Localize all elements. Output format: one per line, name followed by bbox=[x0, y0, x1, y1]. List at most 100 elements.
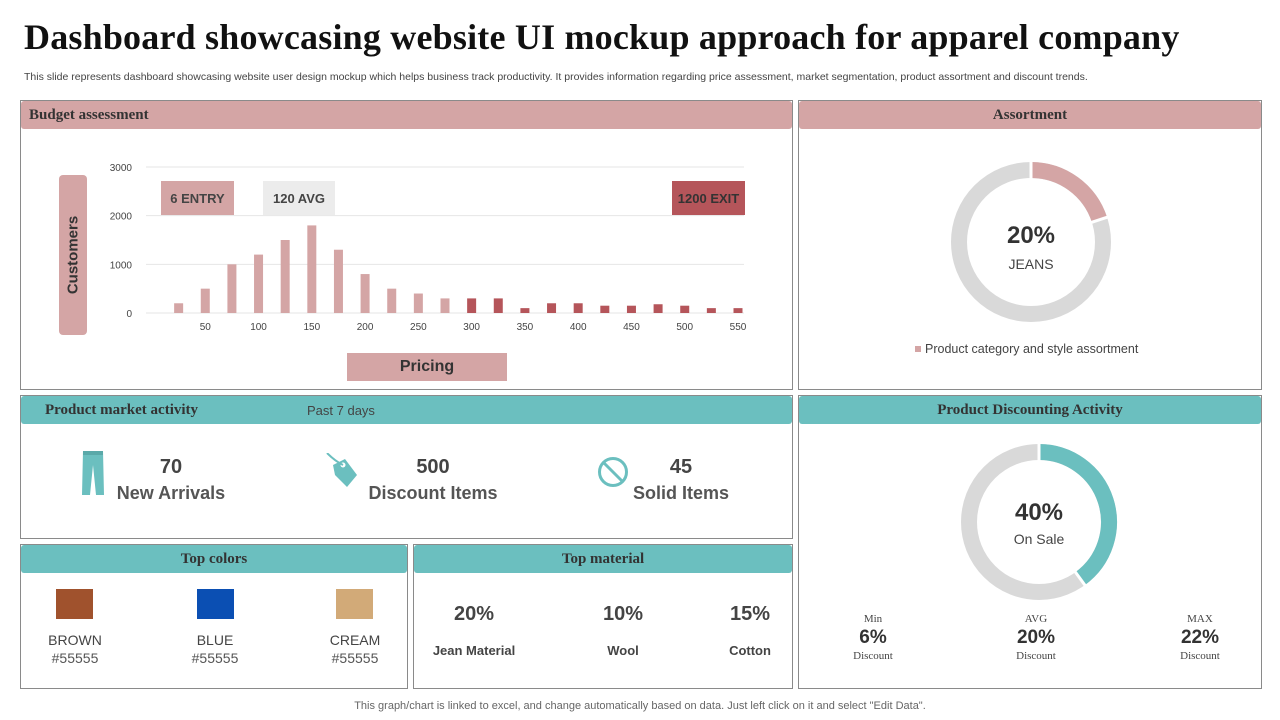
budget-header: Budget assessment bbox=[21, 101, 792, 129]
top-material-header: Top material bbox=[414, 545, 792, 573]
chart-bar bbox=[733, 308, 743, 313]
chart-bar bbox=[520, 308, 530, 313]
x-tick-label: 500 bbox=[676, 322, 693, 333]
color-swatch-brown bbox=[56, 589, 93, 619]
discount-max-value: 22% bbox=[1180, 627, 1220, 648]
jeans-icon bbox=[81, 451, 105, 500]
discount-avg: AVG 20% Discount bbox=[996, 613, 1076, 662]
assortment-donut-chart bbox=[951, 161, 1111, 322]
chart-xlabel: Pricing bbox=[347, 353, 507, 381]
stat-discount-items: 500 Discount Items bbox=[353, 456, 513, 504]
x-tick-label: 300 bbox=[463, 322, 480, 333]
color-name-blue: BLUE bbox=[196, 632, 234, 648]
chart-bar bbox=[440, 298, 450, 313]
discounting-header: Product Discounting Activity bbox=[799, 396, 1261, 424]
chart-bar bbox=[653, 304, 663, 313]
y-tick-label: 0 bbox=[126, 309, 132, 320]
material-percent-jean: 20% bbox=[453, 603, 495, 625]
price-tag-icon bbox=[325, 452, 359, 494]
avg-tag: 120 AVG bbox=[263, 181, 335, 215]
donut-arc bbox=[1038, 444, 1117, 586]
market-title: Product market activity bbox=[45, 401, 199, 418]
chart-bar bbox=[573, 303, 583, 313]
chart-bar bbox=[200, 288, 210, 313]
chart-bar bbox=[227, 264, 237, 313]
stat-label: New Arrivals bbox=[116, 483, 226, 503]
donut-gap-end bbox=[1073, 570, 1087, 587]
budget-panel: Budget assessment Customers Pricing 6 EN… bbox=[20, 100, 793, 390]
x-tick-label: 150 bbox=[303, 322, 320, 333]
stat-label: Discount Items bbox=[368, 483, 498, 503]
top-colors-header: Top colors bbox=[21, 545, 407, 573]
x-tick-label: 50 bbox=[200, 322, 212, 333]
discount-avg-sub: Discount bbox=[1016, 650, 1056, 662]
budget-bar-chart: 0 1000 2000 3000 50 100 150 200 250 300 350 400 450 5… bbox=[110, 163, 747, 333]
x-tick-label: 200 bbox=[357, 322, 374, 333]
color-code-brown: #55555 bbox=[51, 650, 99, 666]
legend-swatch bbox=[915, 346, 921, 352]
stat-solid-items: 45 Solid Items bbox=[621, 456, 741, 504]
chart-bar bbox=[493, 298, 503, 313]
stat-value: 500 bbox=[416, 456, 450, 478]
x-tick-label: 350 bbox=[517, 322, 534, 333]
material-percent-wool: 10% bbox=[602, 603, 644, 625]
discount-min-sub: Discount bbox=[853, 650, 893, 662]
donut-arc bbox=[1030, 162, 1108, 223]
discounting-center: 40% On Sale bbox=[989, 499, 1089, 547]
y-tick-label: 1000 bbox=[110, 260, 133, 271]
assortment-panel: Assortment 20% JEANS Product category an… bbox=[798, 100, 1262, 390]
chart-bar bbox=[174, 303, 184, 313]
exit-tag: 1200 EXIT bbox=[672, 181, 745, 215]
discounting-panel: Product Discounting Activity 40% On Sale… bbox=[798, 395, 1262, 689]
discount-max-sub: Discount bbox=[1180, 650, 1220, 662]
no-sign-icon bbox=[597, 456, 629, 493]
period-label: Past 7 days bbox=[307, 402, 375, 418]
chart-bar bbox=[333, 249, 343, 313]
discount-avg-head: AVG bbox=[1024, 613, 1048, 625]
color-swatch-cream bbox=[336, 589, 373, 619]
discount-max-head: MAX bbox=[1187, 613, 1213, 625]
assortment-legend: Product category and style assortment bbox=[915, 342, 1138, 356]
donut-gap-end bbox=[1090, 215, 1109, 224]
discount-avg-value: 20% bbox=[1016, 627, 1056, 648]
stat-value: 70 bbox=[159, 456, 183, 478]
material-label-cotton: Cotton bbox=[729, 643, 771, 658]
market-panel: Product market activity Past 7 days 70 N… bbox=[20, 395, 793, 539]
market-header: Product market activity bbox=[21, 396, 792, 424]
chart-bar bbox=[254, 254, 264, 313]
chart-bar bbox=[387, 288, 397, 313]
color-name-brown: BROWN bbox=[48, 632, 102, 648]
assortment-center: 20% JEANS bbox=[981, 222, 1081, 272]
chart-bar bbox=[547, 303, 557, 313]
chart-bar bbox=[680, 305, 690, 313]
stat-label: Solid Items bbox=[632, 483, 730, 503]
x-tick-label: 550 bbox=[730, 322, 747, 333]
x-tick-label: 400 bbox=[570, 322, 587, 333]
footer-note: This graph/chart is linked to excel, and… bbox=[354, 700, 926, 712]
color-code-blue: #55555 bbox=[191, 650, 239, 666]
material-label-wool: Wool bbox=[607, 643, 639, 658]
legend-label: Product category and style assortment bbox=[925, 342, 1139, 356]
x-tick-label: 450 bbox=[623, 322, 640, 333]
chart-bar bbox=[280, 240, 290, 313]
discount-min-head: Min bbox=[863, 613, 883, 625]
material-percent-cotton: 15% bbox=[729, 603, 771, 625]
stat-new-arrivals: 70 New Arrivals bbox=[111, 456, 231, 504]
chart-bar bbox=[467, 298, 477, 313]
chart-bar bbox=[600, 305, 610, 313]
top-colors-panel: Top colors BROWN #55555 BLUE #55555 CREA… bbox=[20, 544, 408, 689]
material-label-jean: Jean Material bbox=[432, 643, 516, 658]
chart-bar bbox=[626, 305, 636, 313]
y-tick-label: 2000 bbox=[110, 212, 133, 223]
y-tick-label: 3000 bbox=[110, 163, 133, 174]
assortment-label: JEANS bbox=[1008, 256, 1054, 272]
ylabel-box bbox=[59, 175, 87, 335]
color-code-cream: #55555 bbox=[331, 650, 379, 666]
discount-max: MAX 22% Discount bbox=[1160, 613, 1240, 662]
chart-bar bbox=[360, 274, 370, 313]
stat-value: 45 bbox=[669, 456, 693, 478]
top-material-panel: Top material 20% Jean Material 10% Wool … bbox=[413, 544, 793, 689]
x-tick-label: 250 bbox=[410, 322, 427, 333]
discounting-percent: 40% bbox=[1014, 499, 1064, 526]
discounting-label: On Sale bbox=[1013, 531, 1065, 547]
